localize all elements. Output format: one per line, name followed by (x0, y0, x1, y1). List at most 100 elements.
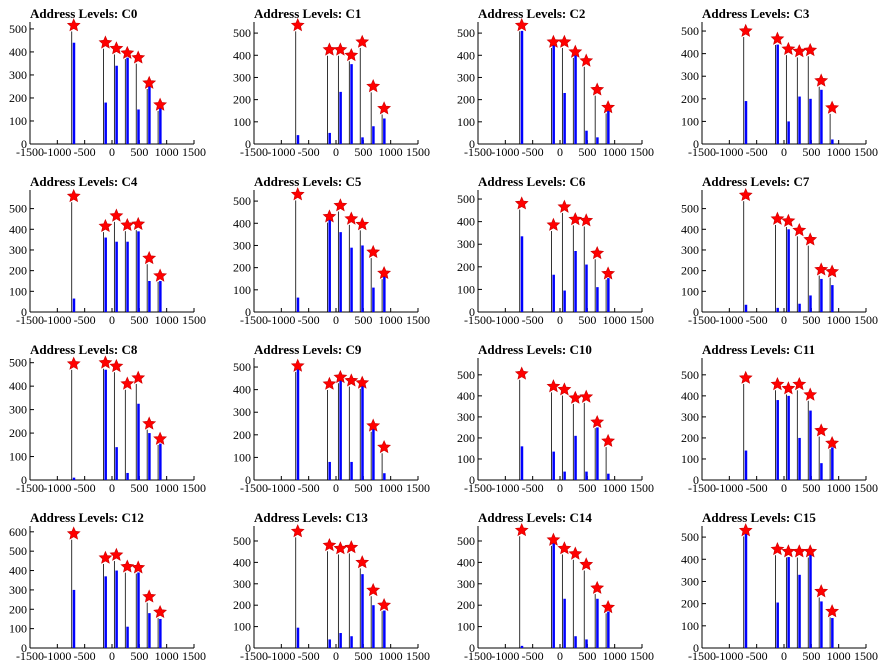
chart-title: Address Levels: C2 (478, 6, 585, 21)
y-tick-label: 400 (233, 555, 251, 569)
chart-svg: Address Levels: C60100200300400500-1500-… (457, 174, 654, 327)
star-marker (557, 382, 572, 396)
chart-panel-c12: Address Levels: C12 0 100 200 300 400 500 600 -1… (0, 504, 224, 672)
star-marker (814, 73, 829, 87)
bar (776, 400, 779, 480)
y-tick-label: 400 (233, 216, 251, 230)
star-marker (366, 79, 381, 93)
x-tick-label: -1500 (240, 649, 268, 663)
y-tick-label: 200 (457, 260, 475, 274)
bar (372, 428, 375, 480)
star-marker (792, 377, 807, 391)
star-marker (514, 18, 529, 32)
x-tick-label: -1500 (688, 649, 716, 663)
bar (798, 303, 801, 312)
bar (383, 473, 386, 480)
star-marker (333, 198, 348, 212)
x-tick-label: 1500 (182, 649, 206, 663)
x-tick-label: -1000 (267, 649, 295, 663)
star-marker (738, 370, 753, 384)
y-tick-label: 200 (681, 264, 699, 278)
bar (787, 229, 790, 312)
bar (563, 598, 566, 648)
star-marker (568, 546, 583, 560)
x-tick-label: 1500 (630, 145, 654, 159)
x-tick-label: 0 (557, 481, 563, 495)
star-marker (803, 42, 818, 57)
x-tick-label: -500 (522, 481, 544, 495)
x-tick-label: 0 (109, 313, 115, 327)
y-tick-label: 500 (9, 544, 27, 558)
chart-panel-c13: Address Levels: C13 0 100 200 300 400 500 -1500… (224, 504, 448, 672)
bar (361, 574, 364, 648)
star-marker (792, 544, 807, 558)
star-marker (377, 265, 392, 280)
bar (820, 463, 823, 480)
y-tick-label: 400 (9, 222, 27, 236)
y-tick-label: 400 (681, 222, 699, 236)
bar (126, 626, 129, 648)
chart-svg: Address Levels: C11 0 100 200 300 400 500 -1500… (681, 342, 878, 495)
x-tick-label: 1000 (603, 313, 627, 327)
bar (350, 247, 353, 312)
star-marker (568, 390, 583, 404)
star-marker (344, 373, 359, 387)
x-tick-label: 0 (109, 481, 115, 495)
bar (574, 251, 577, 312)
bar (137, 231, 140, 312)
star-marker (120, 559, 135, 573)
x-tick-label: 0 (557, 145, 563, 159)
bar (585, 264, 588, 312)
y-tick-label: 500 (681, 530, 699, 544)
star-marker (322, 42, 337, 56)
x-tick-label: -500 (298, 145, 320, 159)
bar (776, 44, 779, 145)
star-marker (333, 541, 348, 555)
x-tick-label: 1500 (406, 313, 430, 327)
bar (776, 307, 779, 312)
y-tick-label: 300 (233, 577, 251, 591)
star-marker (738, 523, 753, 537)
y-tick-label: 400 (681, 389, 699, 403)
bar (520, 236, 524, 312)
x-tick-label: -1000 (267, 481, 295, 495)
x-tick-label: 0 (557, 313, 563, 327)
star-marker (109, 547, 124, 561)
chart-panel-c11: Address Levels: C11 0 100 200 300 400 500 -1500… (672, 336, 896, 504)
star-marker (98, 550, 113, 564)
x-tick-label: -500 (74, 145, 96, 159)
bar (328, 218, 331, 312)
bar (831, 618, 834, 648)
star-marker (366, 244, 381, 259)
chart-svg: Address Levels: C40100200300400500-1500-… (9, 174, 206, 327)
star-marker (514, 366, 529, 380)
x-tick-label: 500 (802, 649, 820, 663)
x-tick-label: 0 (333, 649, 339, 663)
y-tick-label: 300 (9, 243, 27, 257)
y-tick-label: 200 (233, 93, 251, 107)
bar (72, 477, 76, 480)
x-tick-label: 500 (578, 481, 596, 495)
y-tick-label: 500 (9, 356, 27, 370)
y-tick-label: 0 (245, 641, 251, 655)
x-tick-label: 0 (333, 313, 339, 327)
y-tick-label: 300 (457, 410, 475, 424)
chart-panel-c7: Address Levels: C7 0 100 200 300 400 500 -1500-… (672, 168, 896, 336)
bar (339, 232, 342, 312)
bar (820, 89, 823, 144)
bar (126, 241, 129, 312)
star-marker (803, 544, 818, 558)
star-marker (590, 82, 605, 96)
y-tick-label: 200 (9, 602, 27, 616)
star-marker (568, 44, 583, 58)
star-marker (142, 250, 157, 265)
bar (607, 611, 610, 648)
bar (372, 287, 375, 312)
x-tick-label: 1000 (379, 481, 403, 495)
bar (552, 543, 555, 648)
star-marker (579, 557, 594, 571)
x-tick-label: 500 (354, 649, 372, 663)
y-tick-label: 100 (681, 284, 699, 298)
y-tick-label: 500 (233, 534, 251, 548)
chart-panel-c14: Address Levels: C14 0 100 200 300 400 500 -1500… (448, 504, 672, 672)
